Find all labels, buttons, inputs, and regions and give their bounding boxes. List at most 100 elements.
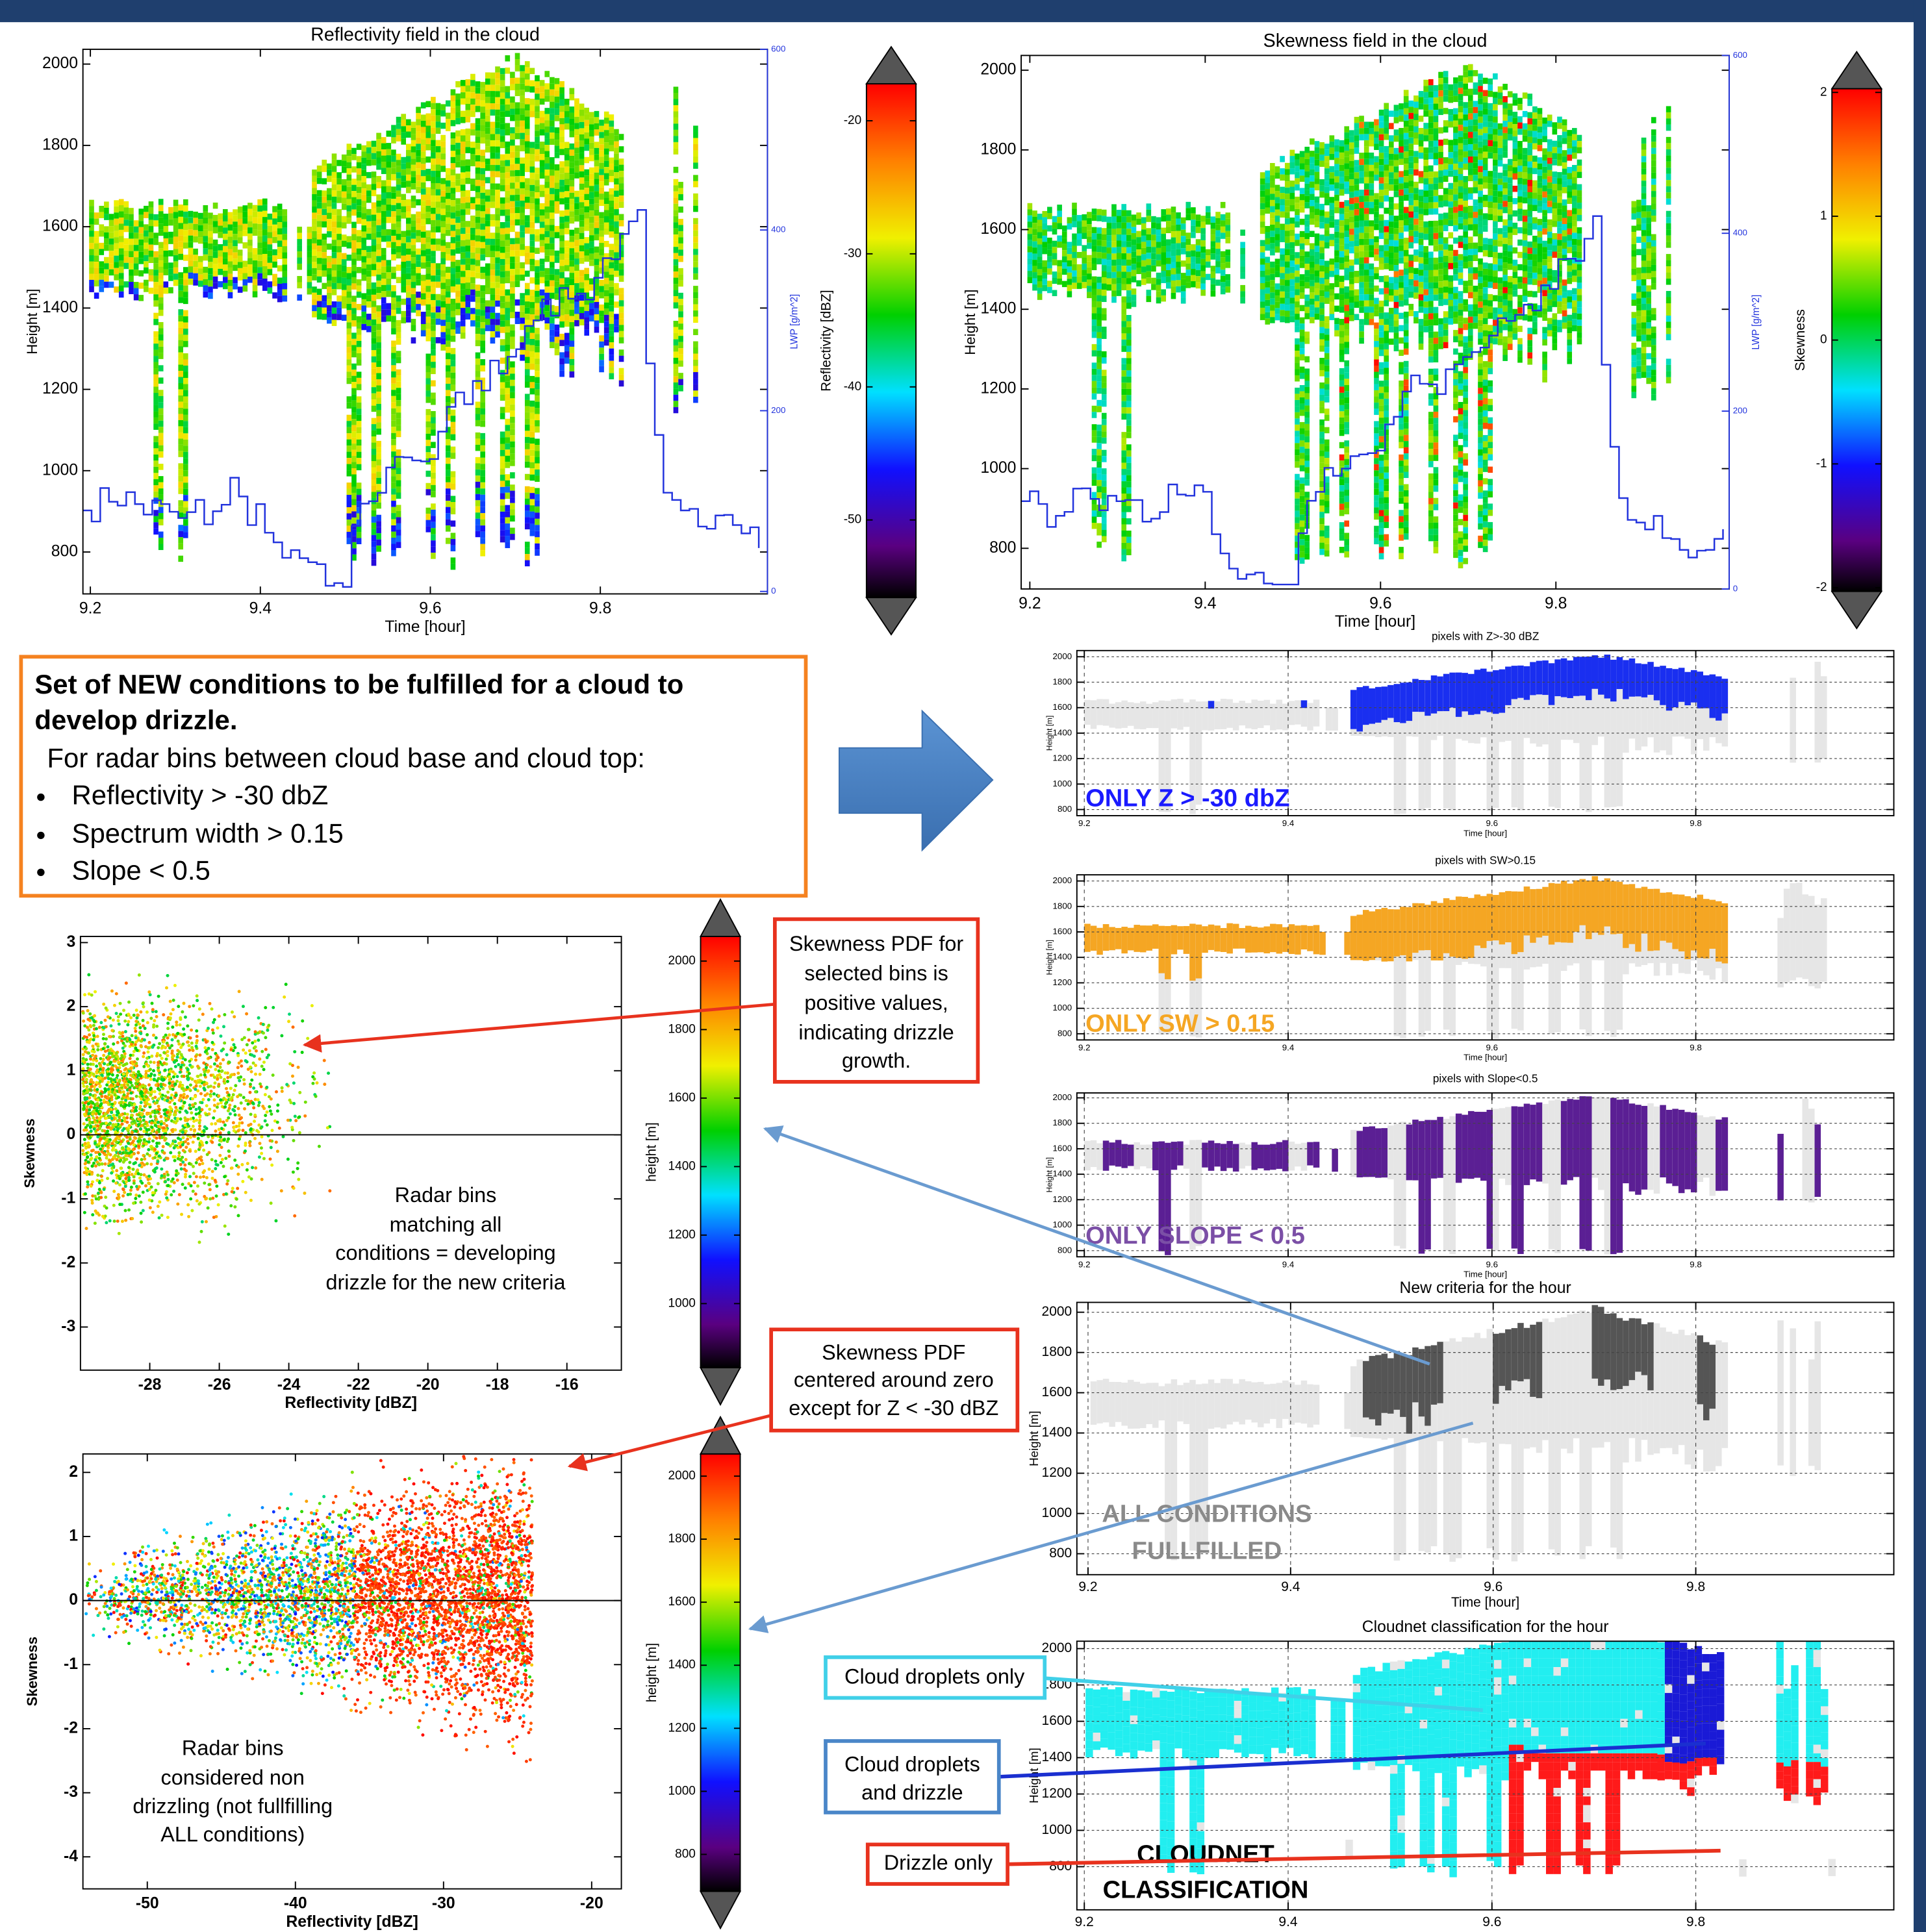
field-cell <box>1300 318 1305 323</box>
field-cell <box>1369 158 1375 164</box>
field-cell <box>1300 293 1305 299</box>
field-cell <box>1304 313 1310 319</box>
field-cell <box>332 277 337 282</box>
field-cell <box>1304 190 1310 195</box>
field-cell <box>1211 235 1216 241</box>
field-cell <box>480 316 485 322</box>
field-cell <box>372 313 377 319</box>
field-cell <box>535 377 540 383</box>
field-cell <box>396 375 401 381</box>
field-cell <box>193 224 198 230</box>
field-cell <box>505 456 510 462</box>
field-cell <box>505 265 510 271</box>
field-cell <box>594 314 600 320</box>
field-cell <box>262 211 268 217</box>
field-cell <box>495 66 500 72</box>
field-cell <box>1096 449 1102 455</box>
field-cell <box>490 220 496 226</box>
field-cell <box>495 251 500 257</box>
field-cell <box>351 314 357 320</box>
field-cell <box>1344 299 1349 305</box>
field-cell <box>490 134 496 140</box>
field-cell <box>1304 153 1310 158</box>
field-cell <box>416 261 421 267</box>
field-cell <box>1275 234 1280 240</box>
field-cell <box>1310 194 1315 200</box>
field-cell <box>525 117 530 123</box>
field-cell <box>495 257 500 263</box>
field-cell <box>158 464 164 470</box>
field-cell <box>594 228 600 234</box>
field-cell <box>559 131 564 136</box>
field-cell <box>540 123 545 129</box>
field-cell <box>500 475 505 481</box>
field-cell <box>218 232 223 238</box>
field-cell <box>401 194 406 200</box>
field-cell <box>1330 283 1335 289</box>
field-cell <box>1275 216 1280 221</box>
field-cell <box>451 101 456 107</box>
field-cell <box>1304 214 1310 220</box>
field-cell <box>465 233 470 239</box>
field-cell <box>1324 501 1330 507</box>
field-cell <box>233 240 238 246</box>
field-cell <box>1304 418 1310 423</box>
field-cell <box>495 159 500 165</box>
field-cell <box>153 344 158 349</box>
field-cell <box>436 312 441 318</box>
field-cell <box>530 86 535 92</box>
field-cell <box>94 293 99 299</box>
field-cell <box>475 463 481 469</box>
field-cell <box>332 172 337 178</box>
field-cell <box>312 244 317 249</box>
field-cell <box>570 119 575 125</box>
field-cell <box>1136 219 1141 225</box>
field-cell <box>1324 218 1330 223</box>
field-cell <box>268 288 273 294</box>
field-cell <box>347 236 352 242</box>
field-cell <box>530 487 535 493</box>
field-cell <box>1319 315 1324 321</box>
field-cell <box>198 281 203 286</box>
field-cell <box>129 276 134 282</box>
field-cell <box>376 305 381 311</box>
field-cell <box>322 283 327 289</box>
field-cell <box>372 541 377 547</box>
field-cell <box>525 505 530 510</box>
field-cell <box>1240 260 1245 266</box>
field-cell <box>233 234 238 240</box>
field-cell <box>391 445 396 451</box>
field-cell <box>153 479 158 485</box>
field-cell <box>619 356 624 362</box>
field-cell <box>1315 295 1320 301</box>
field-cell <box>1092 233 1097 239</box>
field-cell <box>1295 357 1300 363</box>
field-cell <box>426 446 431 452</box>
field-cell <box>1171 219 1176 225</box>
field-cell <box>421 201 426 207</box>
field-cell <box>1304 196 1310 202</box>
field-cell <box>401 286 406 292</box>
field-cell <box>1102 253 1107 258</box>
field-cell <box>470 74 475 80</box>
field-cell <box>366 246 372 252</box>
field-cell <box>530 431 535 437</box>
field-cell <box>589 136 594 142</box>
field-cell <box>1161 216 1166 221</box>
field-cell <box>440 295 446 301</box>
field-cell <box>307 258 312 264</box>
field-cell <box>535 279 540 284</box>
field-cell <box>480 205 485 211</box>
field-cell <box>594 320 600 326</box>
field-cell <box>317 270 322 276</box>
field-cell <box>153 350 158 356</box>
field-cell <box>1354 166 1360 172</box>
field-cell <box>500 142 505 148</box>
field-cell <box>530 339 535 345</box>
field-cell <box>455 266 461 272</box>
field-cell <box>1200 284 1206 290</box>
field-cell <box>426 273 431 279</box>
field-cell <box>440 209 446 215</box>
field-cell <box>1132 301 1137 307</box>
field-cell <box>272 280 277 286</box>
